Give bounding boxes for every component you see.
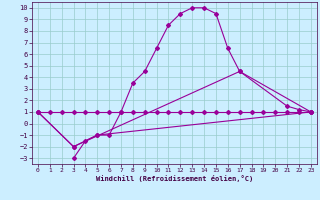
X-axis label: Windchill (Refroidissement éolien,°C): Windchill (Refroidissement éolien,°C) [96, 175, 253, 182]
